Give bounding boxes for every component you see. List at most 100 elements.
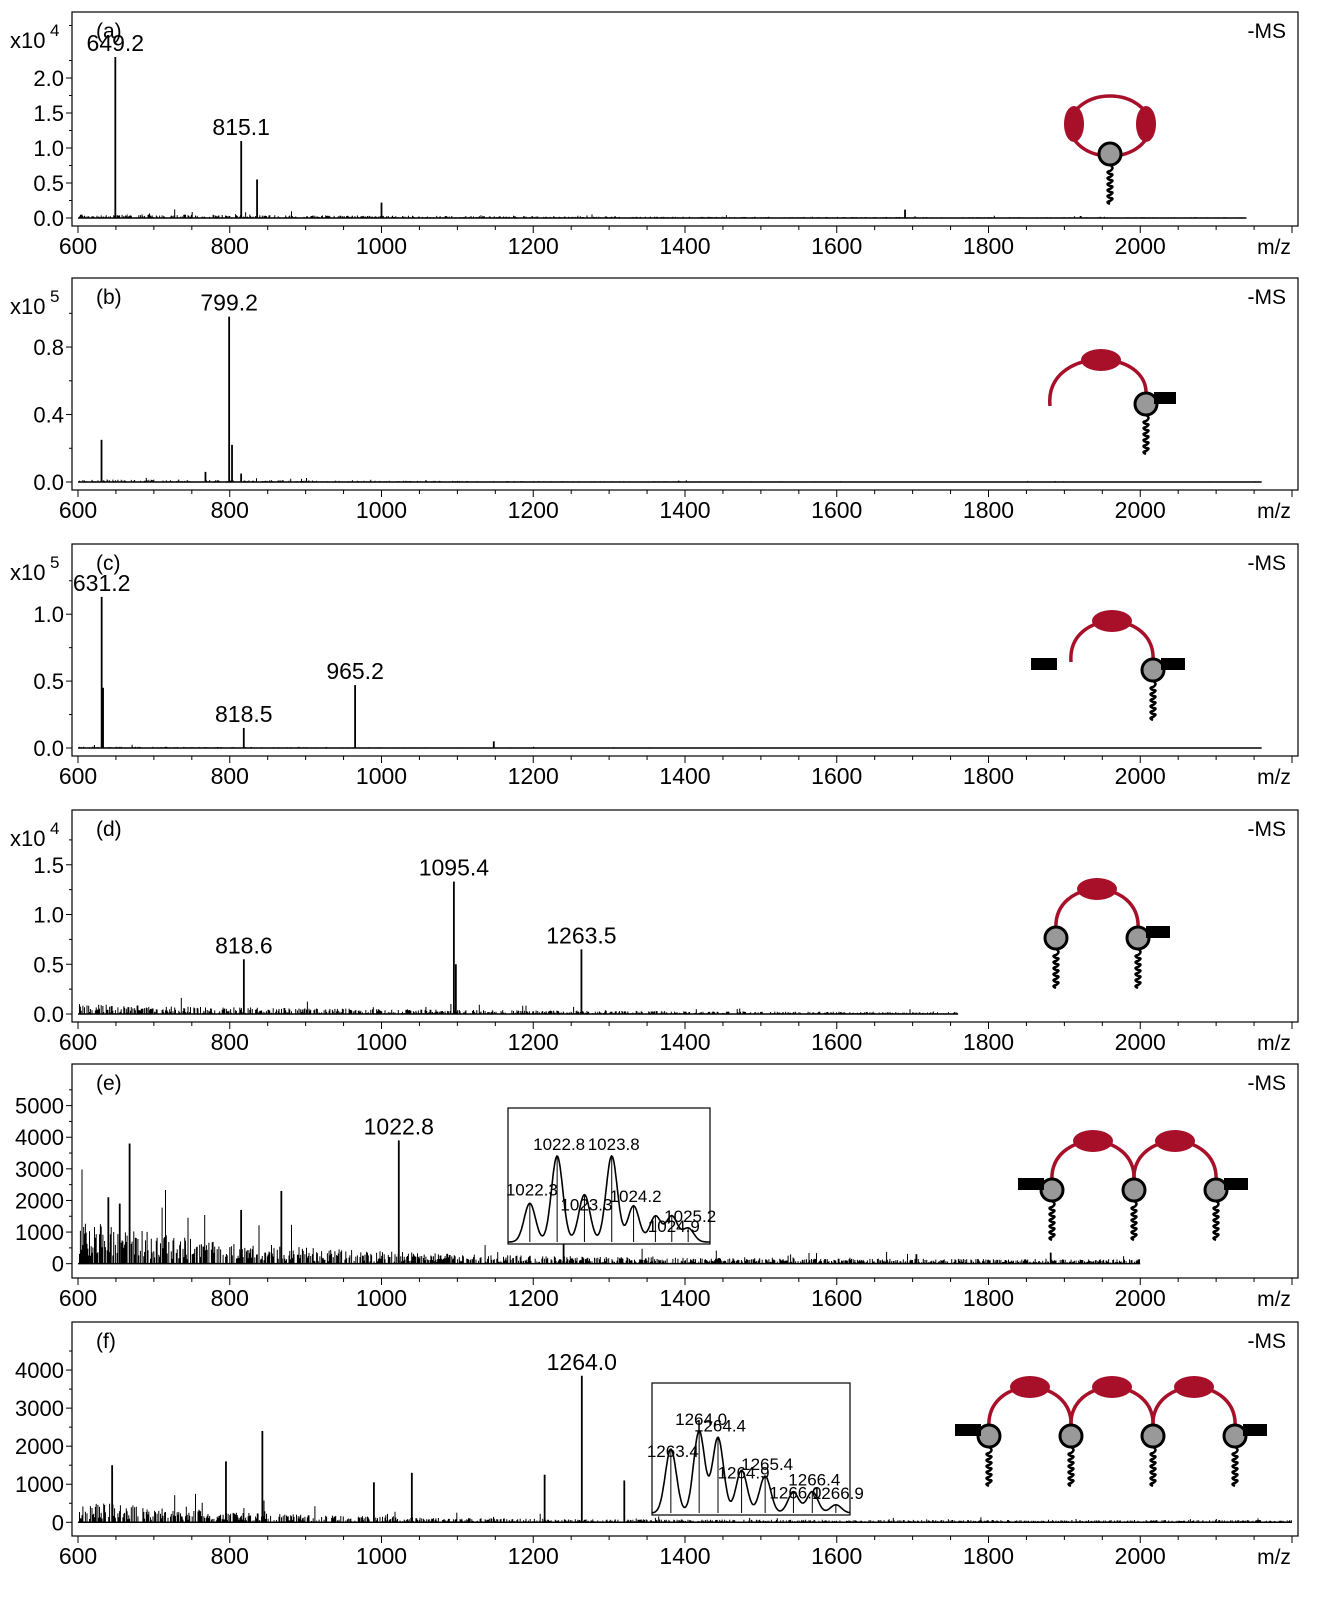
isotope-label: 1022.8 — [533, 1135, 585, 1154]
x-tick-label: 2000 — [1115, 497, 1166, 523]
spectrum-panel-f: 600 800 1000 1200 1400 1600 1800 2000 m/z 0 1000 20… — [15, 1321, 1299, 1569]
x-tick-label: 600 — [59, 1285, 97, 1311]
spring-icon — [1149, 1445, 1157, 1488]
isotope-label: 1264.9 — [718, 1463, 770, 1482]
x-tick-label: 1200 — [508, 233, 559, 259]
panel-label: (b) — [96, 286, 122, 309]
y-tick-label: 0.5 — [33, 952, 64, 977]
x-tick-label: 600 — [59, 497, 97, 523]
y-exponent-label: x10 — [10, 560, 45, 585]
spectrum-panel-d: 600 800 1000 1200 1400 1600 1800 2000 m/z 0.0 0.5 1… — [10, 809, 1299, 1055]
glycan-schematic — [1043, 878, 1170, 990]
x-tick-label: 1600 — [811, 1029, 862, 1055]
ms-mode-label: -MS — [1248, 20, 1287, 43]
y-tick-label: 0 — [52, 1510, 64, 1535]
y-exponent-label: x10 — [10, 28, 45, 53]
bead-icon — [1097, 141, 1123, 167]
y-tick-label: 1000 — [15, 1220, 64, 1245]
y-tick-label: 1.5 — [33, 101, 64, 126]
y-tick-label: 0.0 — [33, 736, 64, 761]
ms-mode-label: -MS — [1248, 552, 1287, 575]
y-tick-label: 2000 — [15, 1188, 64, 1213]
ms-mode-label: -MS — [1248, 818, 1287, 841]
plot-frame — [71, 809, 1299, 1023]
isotope-label: 1023.8 — [588, 1135, 640, 1154]
peak-label: 818.6 — [215, 932, 273, 958]
ms-mode-label: -MS — [1248, 1330, 1287, 1353]
y-exponent-power: 5 — [50, 553, 59, 572]
x-tick-label: 1400 — [659, 1285, 710, 1311]
x-tick-label: 1600 — [811, 763, 862, 789]
isotope-label: 1024.2 — [610, 1187, 662, 1206]
x-tick-label: 800 — [211, 1029, 249, 1055]
isotope-label: 1266.9 — [812, 1484, 864, 1503]
x-tick-label: 600 — [59, 1543, 97, 1569]
spring-icon — [1048, 1199, 1056, 1242]
x-tick-label: 1400 — [659, 1029, 710, 1055]
sugar-ellipse-icon — [1010, 1376, 1050, 1398]
bead-icon — [1039, 1177, 1065, 1203]
sugar-ellipse-icon — [1077, 878, 1117, 900]
y-tick-label: 3000 — [15, 1396, 64, 1421]
y-tick-label: 1000 — [15, 1472, 64, 1497]
x-tick-label: 1600 — [811, 1285, 862, 1311]
y-tick-label: 1.0 — [33, 136, 64, 161]
glycan-schematic — [1031, 610, 1185, 722]
bead-icon — [1125, 925, 1151, 951]
spring-icon — [1134, 947, 1142, 990]
x-tick-label: 800 — [211, 1543, 249, 1569]
tag-block-icon — [1154, 392, 1176, 404]
x-tick-label: 1800 — [963, 233, 1014, 259]
glycan-schematic — [1018, 1130, 1248, 1242]
isotope-label: 1263.4 — [647, 1442, 699, 1461]
panel-label: (a) — [96, 20, 122, 43]
isotope-inset: 1022.3 1022.8 1023.3 1023.8 1024.2 1024.91025… — [506, 1107, 716, 1245]
x-tick-label: 800 — [211, 497, 249, 523]
y-tick-label: 1.0 — [33, 903, 64, 928]
peak-label: 1264.0 — [547, 1349, 617, 1375]
x-tick-label: 2000 — [1115, 1543, 1166, 1569]
x-tick-label: 1400 — [659, 1543, 710, 1569]
x-axis-unit: m/z — [1257, 766, 1291, 789]
y-exponent-power: 4 — [50, 21, 59, 40]
spectrum-noise — [79, 997, 958, 1014]
panel-label: (d) — [96, 818, 122, 841]
sugar-ellipse-icon — [1136, 106, 1156, 142]
x-axis-unit: m/z — [1257, 500, 1291, 523]
isotope-label: 1266.0 — [769, 1484, 821, 1503]
tag-block-icon — [955, 1424, 981, 1436]
x-tick-label: 1000 — [356, 763, 407, 789]
bead-icon — [1043, 925, 1069, 951]
spectrum-noise — [79, 209, 1246, 218]
spring-icon — [1052, 947, 1060, 990]
panel-label: (f) — [96, 1330, 116, 1353]
x-tick-label: 1000 — [356, 1285, 407, 1311]
sugar-ellipse-icon — [1092, 610, 1132, 632]
y-tick-label: 0.0 — [33, 206, 64, 231]
x-tick-label: 1800 — [963, 763, 1014, 789]
isotope-label: 1266.4 — [788, 1471, 840, 1490]
glycan-schematic — [1064, 94, 1156, 206]
isotope-label: 1265.4 — [741, 1455, 793, 1474]
y-tick-label: 0.5 — [33, 669, 64, 694]
x-tick-label: 2000 — [1115, 763, 1166, 789]
glycan-schematic — [955, 1376, 1267, 1488]
spectrum-panel-c: 600 800 1000 1200 1400 1600 1800 2000 m/z 0.0 0.5 1… — [10, 543, 1299, 789]
isotope-label: 1022.3 — [506, 1180, 558, 1199]
y-tick-label: 1.5 — [33, 853, 64, 878]
spring-icon — [1142, 413, 1150, 456]
x-tick-label: 1400 — [659, 233, 710, 259]
x-tick-label: 1600 — [811, 497, 862, 523]
bead-icon — [1140, 1423, 1166, 1449]
tag-block-icon — [1161, 658, 1185, 670]
y-tick-label: 0.5 — [33, 171, 64, 196]
bead-icon — [976, 1423, 1002, 1449]
x-tick-label: 1000 — [356, 497, 407, 523]
bead-icon — [1222, 1423, 1248, 1449]
peak-label: 815.1 — [212, 114, 270, 140]
x-tick-label: 1800 — [963, 497, 1014, 523]
x-tick-label: 1200 — [508, 763, 559, 789]
x-tick-label: 800 — [211, 1285, 249, 1311]
isotope-label: 1264.0 — [675, 1410, 727, 1429]
